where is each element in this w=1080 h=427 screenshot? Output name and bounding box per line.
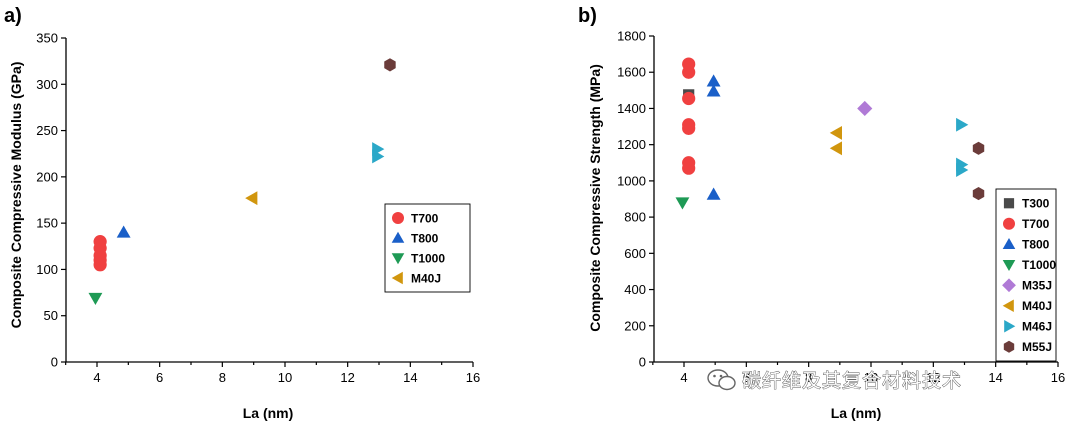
panel-a-point-t700 — [93, 258, 107, 272]
panel-a-x-tick-label: 10 — [278, 370, 292, 385]
panel-b-point-t700 — [682, 121, 696, 135]
panel-b-legend-marker-m46j — [1004, 319, 1016, 333]
panel-b-point-t700 — [682, 161, 696, 175]
panel-b-point-t800 — [706, 84, 721, 97]
panel-b-y-tick-label: 1600 — [617, 65, 646, 80]
panel-b-x-tick-label: 4 — [680, 370, 687, 385]
panel-b-x-tick-label: 6 — [743, 370, 750, 385]
panel-b-y-tick-label: 0 — [639, 355, 646, 370]
panel-b-point-t800 — [706, 187, 721, 200]
panel-b-point-m46j — [956, 163, 969, 177]
panel-a-point-m55j — [384, 58, 396, 72]
panel-b-legend-marker-m55j — [1003, 340, 1015, 353]
panel-b-x-tick-label: 16 — [1051, 370, 1065, 385]
panel-b-point-t800 — [706, 74, 721, 87]
panel-a-legend-label-t800: T800 — [411, 231, 439, 245]
panel-b-point-m35j — [857, 100, 873, 117]
panel-a-legend-marker-m40j — [391, 271, 403, 285]
panel-a-point-m40j — [245, 191, 258, 206]
panel-b-point-m55j — [972, 186, 985, 201]
panel-b-point-t1000 — [675, 197, 690, 210]
panel-a-legend-label-t1000: T1000 — [411, 251, 445, 265]
panel-a-x-axis-title: La (nm) — [243, 405, 294, 421]
panel-b-x-tick-label: 10 — [864, 370, 878, 385]
panel-b-legend: T300 T700 T800 T1000 M35J M40J M46J M55J — [995, 188, 1057, 362]
panel-b-point-t700 — [682, 65, 696, 79]
panel-b-x-axis-title: La (nm) — [831, 405, 882, 421]
panel-b-y-tick-label: 800 — [624, 210, 646, 225]
panel-a-x-tick-label: 6 — [156, 370, 163, 385]
panel-a-legend-label-t700: T700 — [411, 211, 439, 225]
panel-b-y-axis-title: Composite Compressive Strength (MPa) — [587, 64, 603, 332]
panel-b-legend-label-m55j: M55J — [1022, 340, 1052, 354]
panel-a-y-tick-label: 250 — [36, 123, 58, 138]
panel-a-point-t1000 — [88, 292, 103, 306]
panel-b-point-m40j — [829, 141, 842, 156]
panel-a-y-tick-label: 350 — [36, 31, 58, 46]
panel-b-axes: 0 200 400 600 800 1000 1200 1400 1600 1800 4 6 8 10 12… — [617, 29, 1065, 386]
panel-a-legend-marker-t700 — [392, 212, 404, 224]
panel-a-legend-marker-t800 — [391, 231, 405, 243]
panel-b-point-t700 — [682, 91, 696, 106]
panel-b-x-tick-label: 8 — [805, 370, 812, 385]
panel-b-y-tick-label: 1800 — [617, 29, 646, 44]
panel-b-legend-marker-m35j — [1002, 278, 1016, 293]
panel-a-y-tick-label: 150 — [36, 216, 58, 231]
panel-b-legend-label-m40j: M40J — [1022, 299, 1052, 313]
panel-a-modulus-chart: a) Composite Compressive Modulus (GPa) L… — [4, 5, 480, 421]
watermark-text: 碳纤维及其复合材料技术 — [742, 370, 962, 392]
panel-b-legend-label-m35j: M35J — [1022, 279, 1052, 293]
wechat-icon — [707, 369, 736, 391]
panel-b-y-tick-label: 1400 — [617, 101, 646, 116]
panel-b-legend-marker-t1000 — [1002, 259, 1016, 272]
panel-b-legend-marker-m40j — [1002, 299, 1014, 313]
panel-a-data-points — [88, 58, 396, 306]
panel-a-y-tick-label: 200 — [36, 169, 58, 184]
panel-a-legend: T700 T800 T1000 M40J — [384, 203, 471, 293]
panel-a-label: a) — [4, 5, 22, 27]
panel-b-legend-label-m46j: M46J — [1022, 320, 1052, 334]
panel-a-y-tick-label: 300 — [36, 77, 58, 92]
panel-a-axes: 0 50 100 150 200 250 300 350 4 6 8 10 12 14 16 — [36, 31, 480, 386]
panel-b-legend-box — [995, 188, 1057, 362]
panel-a-legend-label-m40j: M40J — [411, 271, 441, 285]
panel-b-y-tick-label: 400 — [624, 282, 646, 297]
panel-b-label: b) — [578, 5, 597, 27]
panel-a-y-tick-label: 0 — [51, 355, 58, 370]
panel-b-point-m40j — [829, 125, 842, 140]
panel-a-point-m46j — [372, 149, 385, 164]
panel-b-y-tick-label: 1200 — [617, 137, 646, 152]
panel-b-data-points — [675, 57, 985, 210]
panel-b-legend-marker-t300 — [1003, 198, 1015, 209]
panel-b-legend-label-t700: T700 — [1022, 217, 1050, 231]
panel-b-legend-label-t800: T800 — [1022, 238, 1050, 252]
panel-a-x-tick-label: 16 — [466, 370, 480, 385]
panel-a-x-tick-label: 14 — [403, 370, 417, 385]
panel-b-legend-label-t1000: T1000 — [1022, 258, 1056, 272]
panel-b-point-m46j — [956, 117, 969, 132]
panel-a-x-tick-label: 4 — [93, 370, 100, 385]
panel-b-x-tick-label: 12 — [926, 370, 940, 385]
panel-b-y-tick-label: 600 — [624, 246, 646, 261]
panel-a-y-axis-title: Composite Compressive Modulus (GPa) — [8, 62, 24, 329]
panel-a-legend-marker-t1000 — [391, 253, 405, 265]
panel-b-legend-marker-t800 — [1002, 237, 1016, 250]
watermark: 碳纤维及其复合材料技术 — [707, 369, 962, 392]
panel-b-strength-chart: b) Composite Compressive Strength (MPa) … — [578, 5, 1065, 421]
panel-b-legend-marker-t700 — [1003, 217, 1015, 230]
panel-b-point-m55j — [972, 141, 985, 155]
panel-a-x-tick-label: 12 — [340, 370, 354, 385]
panel-b-y-tick-label: 1000 — [617, 173, 646, 188]
panel-a-x-tick-label: 8 — [219, 370, 226, 385]
panel-a-point-t800 — [116, 225, 131, 238]
panel-b-x-tick-label: 14 — [988, 370, 1002, 385]
panel-a-y-tick-label: 50 — [44, 308, 58, 323]
panel-b-legend-label-t300: T300 — [1022, 197, 1050, 211]
panel-a-y-tick-label: 100 — [36, 262, 58, 277]
panel-b-y-tick-label: 200 — [624, 318, 646, 333]
